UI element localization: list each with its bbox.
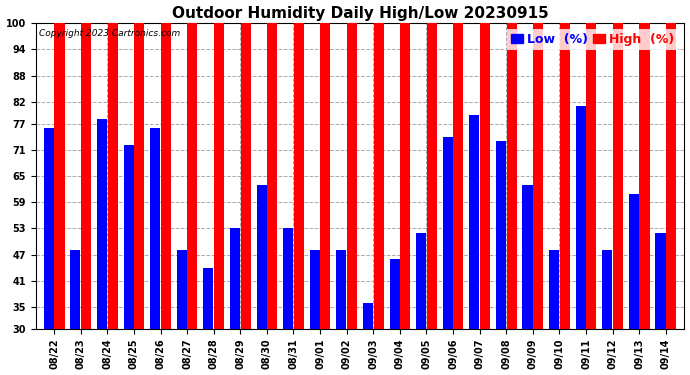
Bar bbox=[480, 23, 490, 329]
Bar bbox=[204, 268, 213, 329]
Bar bbox=[230, 228, 240, 329]
Bar bbox=[241, 23, 250, 329]
Bar bbox=[294, 23, 304, 329]
Bar bbox=[373, 23, 384, 329]
Bar bbox=[310, 251, 320, 329]
Bar bbox=[666, 23, 676, 329]
Bar bbox=[188, 23, 197, 329]
Bar bbox=[469, 115, 480, 329]
Bar bbox=[108, 23, 118, 329]
Bar bbox=[97, 119, 107, 329]
Bar bbox=[443, 137, 453, 329]
Bar bbox=[416, 233, 426, 329]
Bar bbox=[347, 23, 357, 329]
Bar bbox=[336, 251, 346, 329]
Bar bbox=[496, 141, 506, 329]
Bar bbox=[602, 251, 612, 329]
Bar bbox=[586, 23, 596, 329]
Bar bbox=[70, 251, 81, 329]
Bar bbox=[320, 23, 331, 329]
Bar bbox=[150, 128, 160, 329]
Bar bbox=[506, 23, 517, 329]
Bar bbox=[257, 185, 266, 329]
Bar bbox=[134, 23, 144, 329]
Bar bbox=[522, 185, 533, 329]
Bar bbox=[549, 251, 559, 329]
Text: Copyright 2023 Cartronics.com: Copyright 2023 Cartronics.com bbox=[39, 29, 180, 38]
Bar bbox=[161, 23, 171, 329]
Bar bbox=[214, 23, 224, 329]
Bar bbox=[267, 23, 277, 329]
Bar bbox=[560, 23, 570, 329]
Bar bbox=[390, 259, 400, 329]
Bar bbox=[400, 23, 411, 329]
Bar bbox=[533, 23, 543, 329]
Legend: Low  (%), High  (%): Low (%), High (%) bbox=[507, 29, 678, 50]
Bar bbox=[177, 251, 187, 329]
Bar bbox=[81, 23, 91, 329]
Title: Outdoor Humidity Daily High/Low 20230915: Outdoor Humidity Daily High/Low 20230915 bbox=[172, 6, 549, 21]
Bar bbox=[363, 303, 373, 329]
Bar bbox=[640, 23, 649, 329]
Bar bbox=[426, 23, 437, 329]
Bar bbox=[453, 23, 464, 329]
Bar bbox=[613, 23, 623, 329]
Bar bbox=[124, 146, 134, 329]
Bar bbox=[575, 106, 586, 329]
Bar bbox=[656, 233, 666, 329]
Bar bbox=[283, 228, 293, 329]
Bar bbox=[55, 23, 65, 329]
Bar bbox=[629, 194, 639, 329]
Bar bbox=[43, 128, 54, 329]
